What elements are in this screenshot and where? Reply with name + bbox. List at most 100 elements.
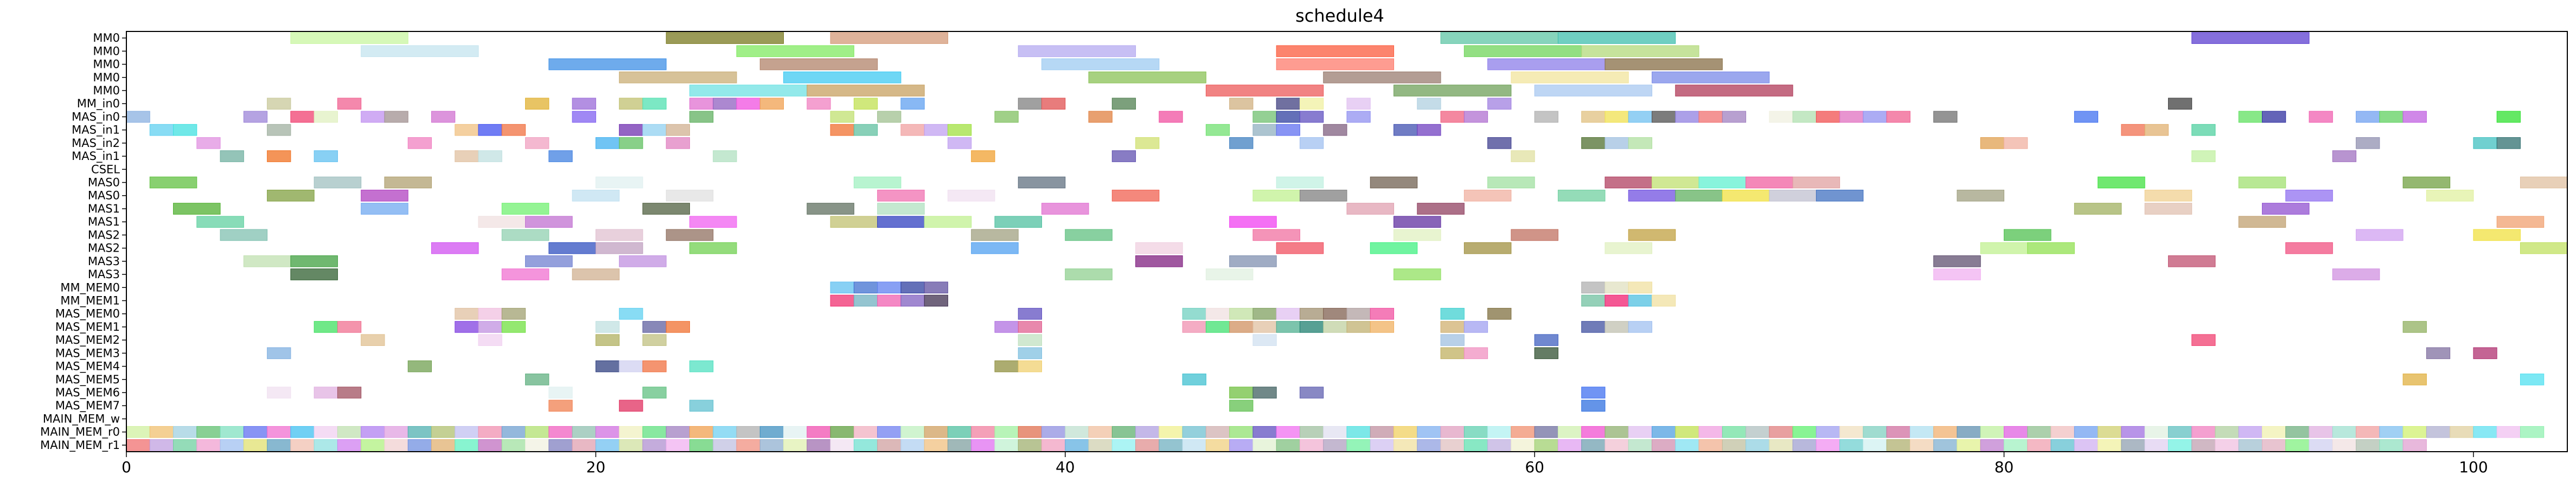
task-bar — [314, 426, 338, 438]
task-bar — [900, 124, 925, 136]
task-bar — [642, 426, 667, 438]
task-bar — [1652, 426, 1676, 438]
task-bar — [1628, 189, 1676, 202]
task-bar — [1018, 176, 1066, 189]
task-bar — [1792, 439, 1817, 451]
task-bar — [1957, 439, 1981, 451]
task-bar — [1018, 439, 1042, 451]
task-bar — [149, 124, 174, 136]
task-bar — [2144, 439, 2169, 451]
task-bar — [149, 439, 174, 451]
task-bar — [572, 439, 596, 451]
task-bar — [1534, 347, 1558, 359]
task-bar — [525, 216, 573, 228]
task-bar — [407, 439, 432, 451]
task-bar — [783, 439, 808, 451]
task-bar — [1628, 321, 1652, 333]
task-bar — [384, 176, 432, 189]
task-bar — [478, 150, 502, 162]
task-bar — [689, 439, 714, 451]
task-bar — [759, 58, 878, 70]
task-bar — [1534, 439, 1558, 451]
task-bar — [1698, 176, 1747, 189]
task-bar — [947, 439, 972, 451]
task-bar — [1511, 229, 1558, 241]
task-bar — [689, 242, 737, 254]
task-bar — [1111, 189, 1160, 202]
task-bar — [2473, 137, 2497, 149]
task-bar — [1346, 111, 1371, 123]
task-bar — [2074, 111, 2099, 123]
task-bar — [1299, 387, 1324, 399]
task-bar — [642, 439, 667, 451]
task-bar — [619, 124, 643, 136]
x-tick-label: 100 — [2459, 458, 2488, 476]
task-bar — [1557, 439, 1582, 451]
task-bar — [501, 268, 549, 280]
task-bar — [1276, 176, 1324, 189]
task-bar — [243, 426, 268, 438]
y-tick-label: MAS2 — [88, 242, 120, 255]
task-bar — [267, 439, 291, 451]
task-bar — [525, 255, 573, 267]
task-bar — [196, 439, 221, 451]
task-bar — [807, 203, 854, 215]
task-bar — [1792, 426, 1817, 438]
y-tick-label: MAS_in1 — [72, 124, 120, 137]
task-bar — [619, 98, 643, 110]
task-bar — [642, 124, 667, 136]
task-bar — [713, 150, 737, 162]
task-bar — [572, 111, 596, 123]
task-bar — [2168, 426, 2193, 438]
task-bar — [431, 439, 456, 451]
task-bar — [1252, 189, 1300, 202]
task-bar — [2238, 176, 2286, 189]
task-bar — [830, 216, 878, 228]
task-bar — [1769, 439, 1793, 451]
task-bar — [1205, 124, 1230, 136]
task-bar — [149, 176, 197, 189]
task-bar — [478, 216, 526, 228]
task-bar — [595, 137, 620, 149]
task-bar — [900, 294, 925, 307]
task-bar — [1041, 439, 1066, 451]
task-bar — [478, 426, 502, 438]
task-bar — [830, 111, 854, 123]
task-bar — [1370, 176, 1418, 189]
task-bar — [1394, 268, 1441, 280]
task-bar — [666, 439, 690, 451]
y-tick-label: MAS0 — [88, 189, 120, 202]
task-bar — [501, 321, 526, 333]
task-bar — [1018, 45, 1136, 57]
task-bar — [1628, 111, 1652, 123]
task-bar — [2402, 426, 2427, 438]
task-bar — [548, 150, 573, 162]
task-bar — [2144, 124, 2169, 136]
task-bar — [1675, 85, 1793, 97]
task-bar — [1229, 387, 1254, 399]
task-bar — [2238, 426, 2263, 438]
task-bar — [1276, 58, 1395, 70]
task-bar — [1605, 137, 1629, 149]
task-bar — [1698, 111, 1723, 123]
task-bar — [1652, 176, 1699, 189]
task-bar — [642, 360, 667, 373]
task-bar — [807, 98, 831, 110]
task-bar — [1088, 426, 1113, 438]
task-bar — [853, 281, 878, 294]
task-bar — [1088, 111, 1113, 123]
task-bar — [431, 111, 456, 123]
task-bar — [2496, 426, 2521, 438]
task-bar — [1440, 111, 1465, 123]
task-bar — [384, 439, 408, 451]
task-bar — [900, 281, 925, 294]
task-bar — [1276, 45, 1395, 57]
task-bar — [1229, 255, 1277, 267]
y-tick-label: MM0 — [93, 58, 120, 71]
task-bar — [924, 216, 972, 228]
task-bar — [971, 439, 995, 451]
task-bar — [1863, 426, 1887, 438]
task-bar — [2356, 111, 2380, 123]
task-bar — [830, 32, 948, 44]
task-bar — [290, 111, 315, 123]
